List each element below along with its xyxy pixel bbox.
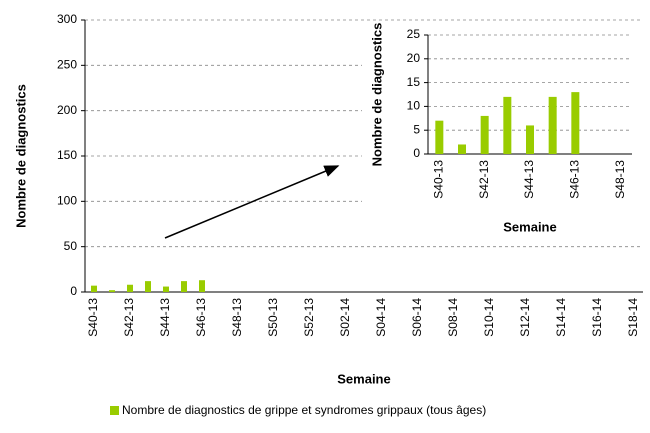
bar [458, 144, 466, 154]
x-tick-label: S08-14 [446, 298, 460, 337]
x-tick-label: S10-14 [482, 298, 496, 337]
y-tick-label: 15 [407, 75, 421, 89]
y-tick-label: 20 [407, 51, 421, 65]
x-axis-title: Semaine [337, 371, 390, 386]
bar [163, 286, 169, 292]
bar [480, 115, 489, 154]
x-tick-label: S18-14 [626, 298, 640, 337]
y-tick-label: 200 [57, 103, 77, 117]
x-tick-label: S06-14 [410, 298, 424, 337]
y-tick-label: 5 [413, 122, 420, 136]
y-tick-label: 100 [57, 194, 77, 208]
x-tick-label: S50-13 [266, 298, 280, 337]
x-tick-label: S48-13 [230, 298, 244, 337]
x-tick-label: S16-14 [590, 298, 604, 337]
x-tick-label: S46-13 [194, 298, 208, 337]
y-tick-label: 0 [70, 284, 77, 298]
bar [503, 96, 512, 154]
x-tick-label: S04-14 [374, 298, 388, 337]
bar [127, 284, 133, 292]
x-tick-label: S48-13 [613, 160, 627, 199]
y-tick-label: 300 [57, 12, 77, 26]
x-tick-label: S42-13 [122, 298, 136, 337]
x-tick-label: S52-13 [302, 298, 316, 337]
bar [181, 281, 187, 292]
x-tick-label: S02-14 [338, 298, 352, 337]
x-tick-label: S44-13 [522, 160, 536, 199]
y-tick-label: 10 [407, 99, 421, 113]
bar [199, 280, 205, 292]
x-tick-label: S40-13 [432, 160, 446, 199]
bar [109, 290, 115, 292]
legend-swatch [110, 406, 119, 415]
bar [145, 281, 151, 292]
x-axis-title: Semaine [503, 219, 556, 234]
bar [91, 285, 97, 292]
bar [526, 125, 534, 154]
bar [435, 120, 444, 154]
x-tick-label: S40-13 [86, 298, 100, 337]
y-tick-label: 250 [57, 58, 77, 72]
x-tick-label: S12-14 [518, 298, 532, 337]
y-tick-label: 0 [413, 146, 420, 160]
bar [548, 96, 557, 154]
arrow [164, 165, 340, 239]
x-tick-label: S44-13 [158, 298, 172, 337]
y-tick-label: 150 [57, 148, 77, 162]
y-tick-label: 25 [407, 27, 421, 41]
legend-label: Nombre de diagnostics de grippe et syndr… [122, 403, 486, 417]
y-axis-title: Nombre de diagnostics [369, 23, 384, 167]
x-tick-label: S42-13 [477, 160, 491, 199]
inset-chart: 0 5 10 15 20 25 S40-13 S42-13 S44-13 S46-13 S48-13… [369, 23, 632, 234]
bar [571, 92, 580, 154]
y-axis-title: Nombre de diagnostics [13, 84, 28, 228]
x-tick-label: S46-13 [568, 160, 582, 199]
x-tick-label: S14-14 [554, 298, 568, 337]
y-tick-label: 50 [64, 239, 78, 253]
